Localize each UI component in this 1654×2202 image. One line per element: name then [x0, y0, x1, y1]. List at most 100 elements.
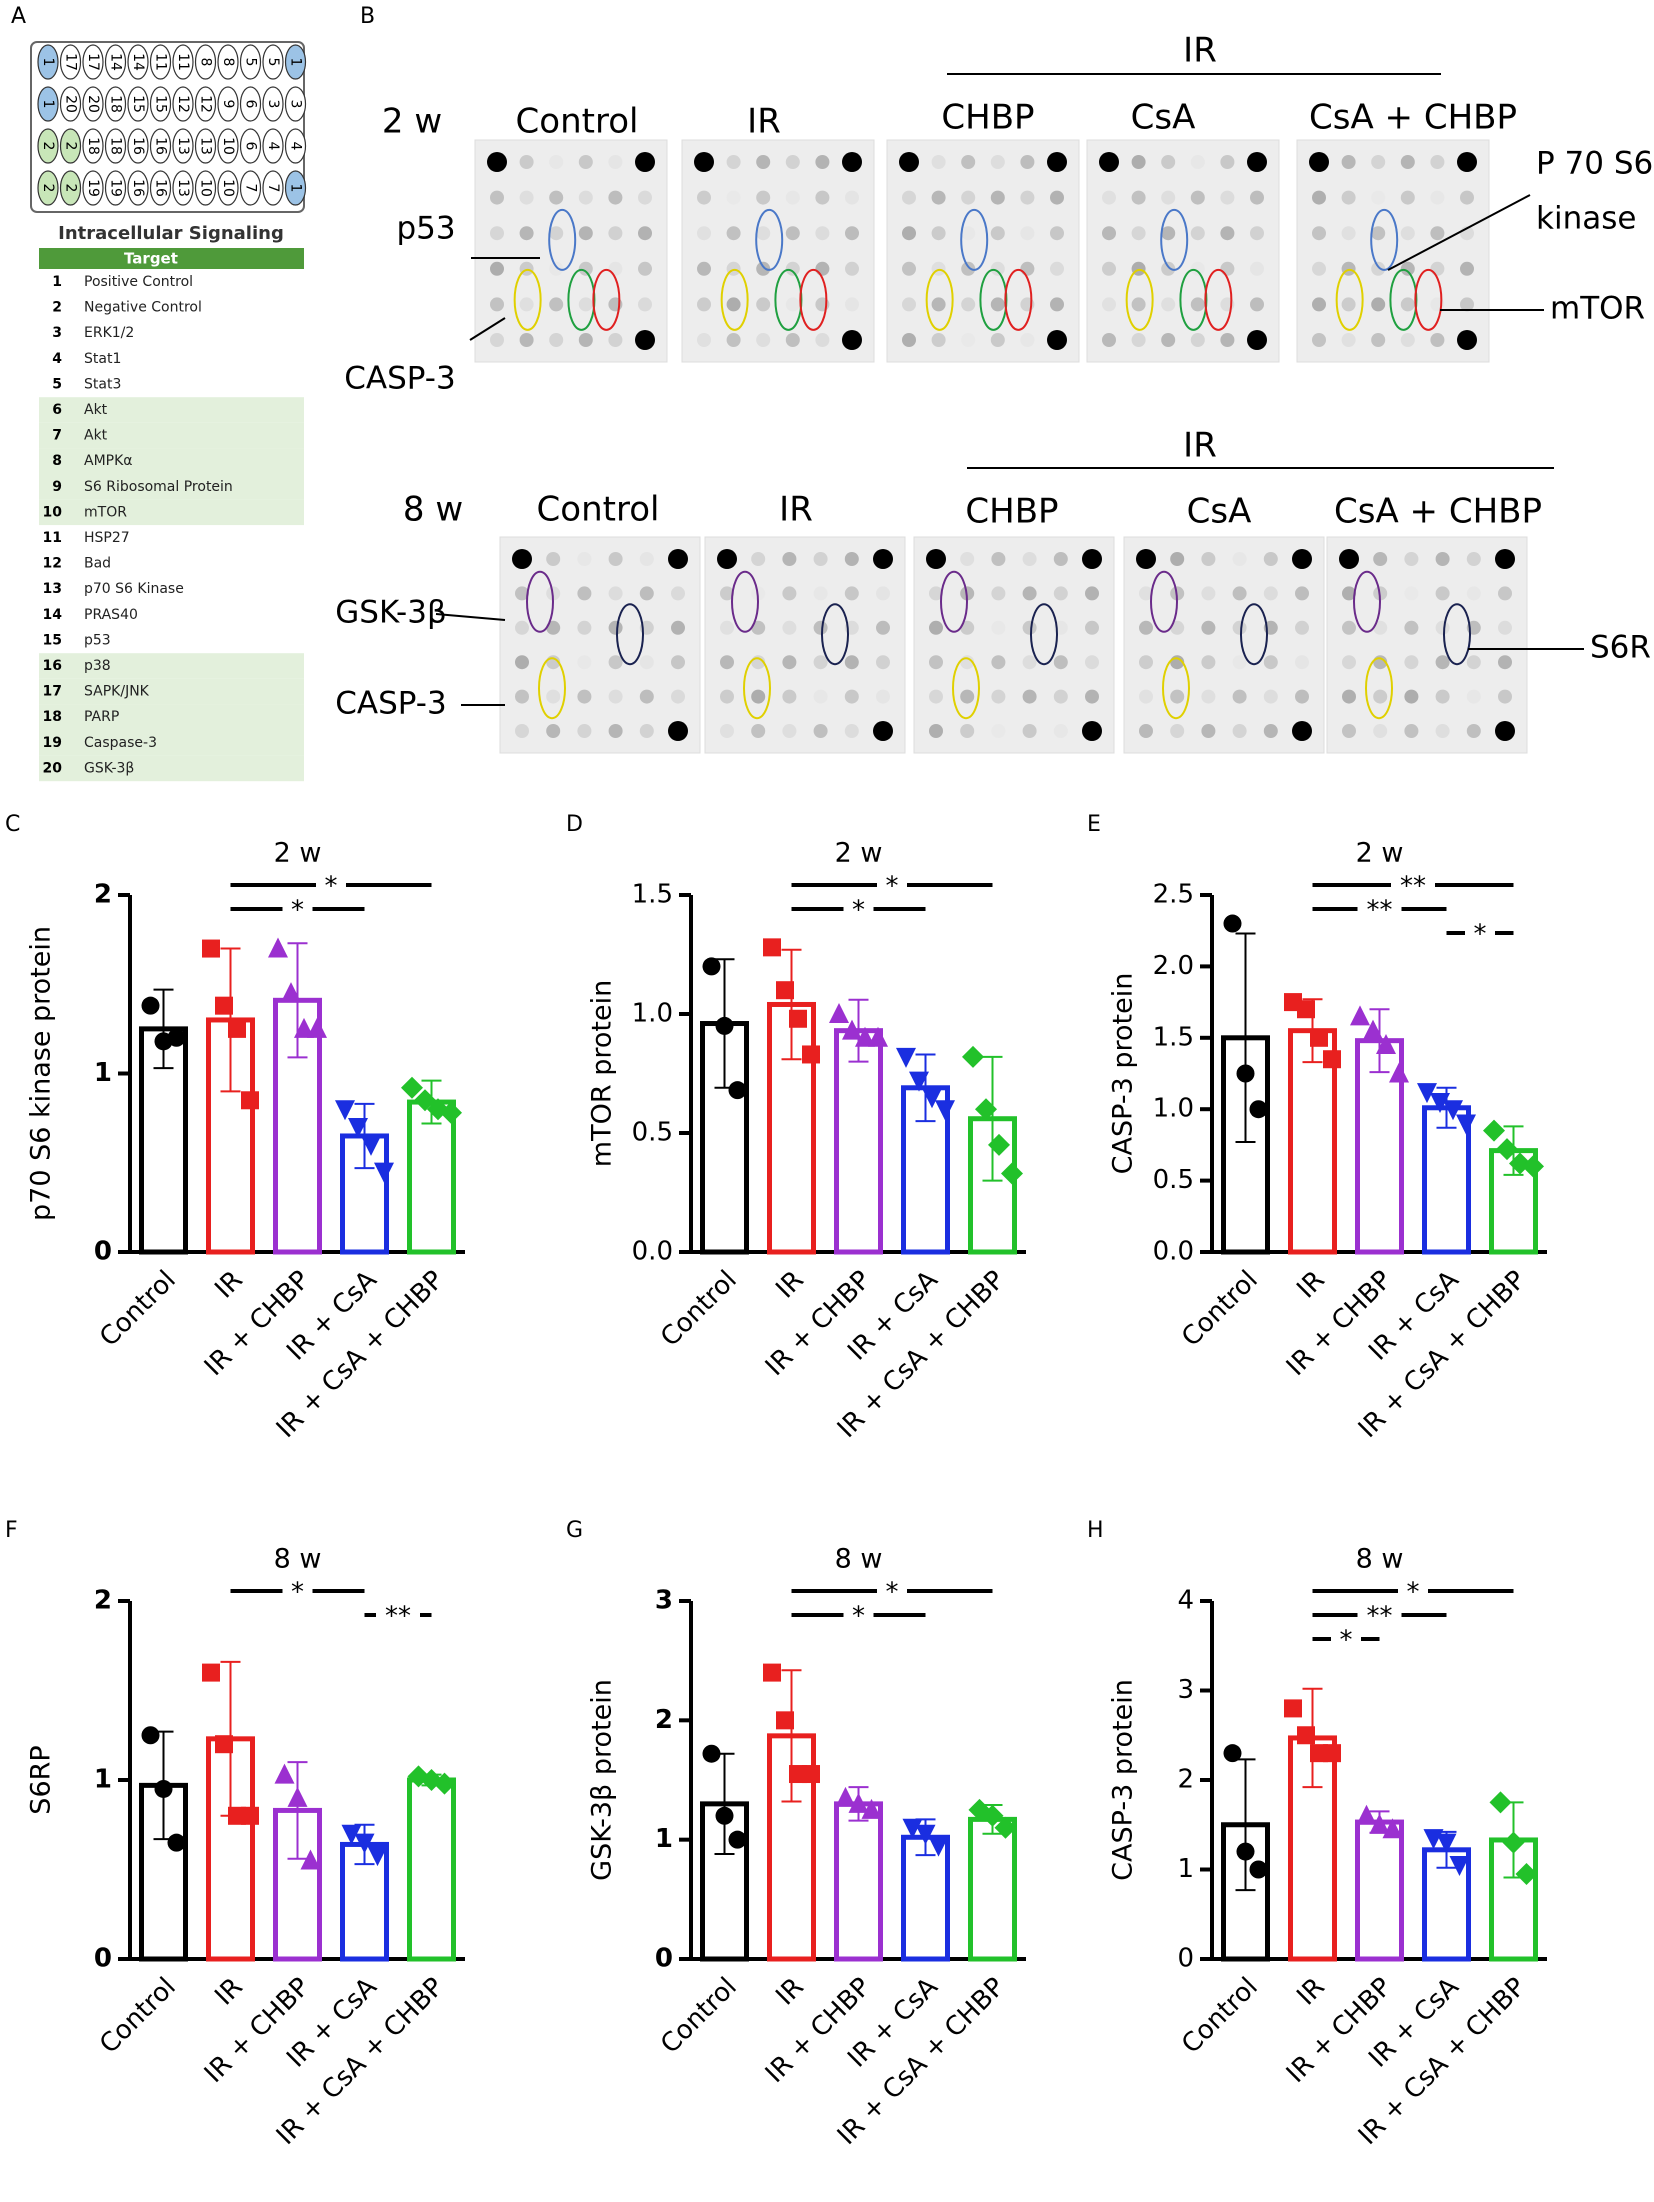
- blot-spot: [697, 333, 711, 347]
- array-spot-label: 13: [198, 137, 214, 155]
- array-spot-label: 1: [288, 184, 304, 193]
- array-spot-label: 12: [198, 95, 214, 113]
- data-point: [1236, 1064, 1255, 1083]
- blot-spot: [1201, 655, 1216, 670]
- table-header-bg: [39, 248, 304, 269]
- array-spot: [194, 86, 217, 122]
- table-row-number: 4: [52, 351, 62, 367]
- table-row-number: 7: [52, 428, 62, 444]
- blot-spot: [549, 226, 564, 241]
- blot-target-label: GSK-3β: [335, 595, 446, 631]
- table-row-target: Negative Control: [84, 300, 202, 316]
- blot-spot: [899, 152, 919, 172]
- blot-spot: [1201, 586, 1216, 601]
- array-spot: [37, 170, 59, 206]
- blot-spot: [1435, 724, 1450, 738]
- data-point: [1297, 1000, 1315, 1019]
- data-point: [802, 1765, 820, 1784]
- blot-spot: [1312, 333, 1326, 347]
- blot-highlight: [940, 570, 968, 633]
- blot-spot: [1341, 155, 1356, 169]
- blot-spot: [720, 655, 734, 670]
- blot-spot: [578, 190, 593, 205]
- blot-spot: [1082, 721, 1102, 741]
- blot-highlight: [1179, 268, 1208, 331]
- array-spot-label: 9: [220, 100, 236, 109]
- panel-letter: E: [1087, 812, 1101, 837]
- blot-spot: [990, 297, 1005, 312]
- y-tick-label: 2: [94, 1586, 112, 1616]
- array-spot-label: 11: [175, 53, 191, 71]
- significance-label: **: [1367, 1602, 1393, 1632]
- blot-highlight: [925, 268, 954, 331]
- blot-spot: [1342, 689, 1356, 704]
- array-spot-label: 17: [85, 53, 101, 71]
- array-spot-label: 7: [243, 184, 259, 193]
- blot-spot: [1020, 226, 1035, 241]
- data-point: [215, 1735, 233, 1754]
- array-spot-label: 11: [153, 53, 169, 71]
- data-point: [1456, 1114, 1476, 1135]
- blot-spot: [960, 689, 975, 704]
- array-spot: [37, 86, 59, 122]
- blot-spot: [638, 297, 652, 312]
- array-spot: [284, 44, 307, 80]
- y-tick-label: 0.0: [1153, 1237, 1194, 1267]
- blot-spot: [1430, 155, 1445, 169]
- blot-spot: [608, 226, 623, 241]
- table-row-number: 1: [52, 274, 62, 290]
- blot-spot: [668, 721, 688, 741]
- array-spot-label: 15: [130, 95, 146, 113]
- data-point: [1483, 1119, 1505, 1142]
- blot-spot: [876, 689, 890, 704]
- blot-spot: [1201, 724, 1216, 738]
- blot-spot: [697, 261, 711, 276]
- data-point: [374, 1162, 394, 1183]
- chart-title: 8 w: [835, 1544, 883, 1575]
- array-spot: [149, 128, 172, 164]
- blot-spot: [813, 620, 828, 635]
- data-point: [915, 1824, 936, 1845]
- blot: [704, 536, 906, 754]
- time-label: 2 w: [382, 102, 442, 142]
- table-row-target: HSP27: [84, 530, 130, 546]
- blot-spot: [720, 689, 734, 704]
- data-point: [975, 1098, 997, 1121]
- significance-label: *: [1474, 920, 1487, 950]
- blot-spot: [1339, 549, 1359, 569]
- y-tick-label: 0.5: [1153, 1165, 1194, 1195]
- blot-spot: [785, 261, 800, 276]
- blot-spot: [694, 152, 714, 172]
- blot-spot: [639, 689, 654, 704]
- blot-highlight: [1004, 268, 1033, 331]
- panel-letter: H: [1087, 1518, 1104, 1543]
- blot-spot: [1022, 586, 1037, 601]
- blot-spot: [1161, 333, 1176, 347]
- blot-spot: [1139, 655, 1153, 670]
- blot-spot: [902, 190, 916, 205]
- blot-spot: [1250, 190, 1264, 205]
- blot-spot: [1047, 330, 1067, 350]
- data-point: [154, 1779, 173, 1798]
- table-row-bg: [39, 627, 304, 654]
- blot-spot: [813, 655, 828, 670]
- blot-spot: [815, 226, 830, 241]
- blot-spot: [1498, 689, 1512, 704]
- table-row-number: 15: [43, 632, 62, 648]
- blot-spot: [1292, 721, 1312, 741]
- blot-spot: [1498, 586, 1512, 601]
- blot-spot: [1053, 586, 1068, 601]
- blot-spot: [577, 689, 592, 704]
- significance-label: *: [852, 896, 865, 926]
- blot-spot: [519, 297, 534, 312]
- blot-spot: [490, 261, 504, 276]
- blot-spot: [1371, 190, 1386, 205]
- blot-spot: [902, 226, 916, 241]
- array-spot: [217, 170, 239, 206]
- blot-spot: [515, 620, 529, 635]
- blot-spot: [1220, 261, 1235, 276]
- blot-spot: [1263, 655, 1278, 670]
- bracket-label: IR: [1183, 426, 1217, 466]
- data-point: [994, 1816, 1017, 1839]
- blot-spot: [785, 155, 800, 169]
